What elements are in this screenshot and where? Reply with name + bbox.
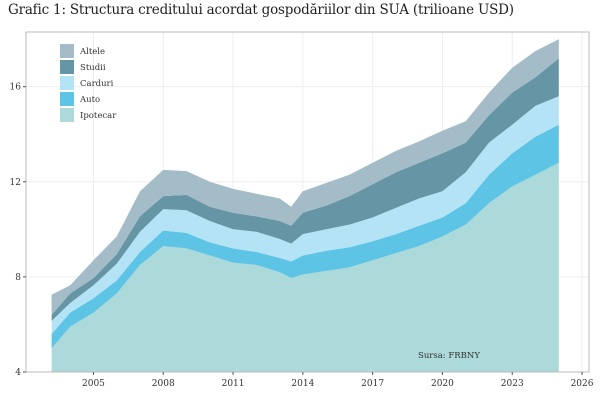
- x-tick-label: 2011: [222, 379, 245, 389]
- legend-swatch-ipotecar: [60, 108, 74, 122]
- x-tick-label: 2005: [82, 379, 105, 389]
- legend-swatch-studii: [60, 60, 74, 74]
- legend-label-altele: Altele: [79, 47, 105, 57]
- area-series: [51, 39, 559, 372]
- chart-title: Grafic 1: Structura creditului acordat g…: [8, 2, 514, 18]
- legend-swatch-carduri: [60, 76, 74, 90]
- y-tick-label: 12: [10, 178, 21, 188]
- legend-label-carduri: Carduri: [80, 79, 114, 89]
- legend-swatch-altele: [60, 44, 74, 58]
- legend-label-auto: Auto: [79, 95, 100, 105]
- legend-swatch-auto: [60, 92, 74, 106]
- x-tick-label: 2017: [361, 379, 384, 389]
- y-tick-label: 4: [15, 368, 21, 378]
- plot-panel-border: [25, 31, 590, 373]
- x-tick-label: 2008: [152, 379, 175, 389]
- legend-label-ipotecar: Ipotecar: [80, 111, 117, 121]
- legend: Altele Studii Carduri Auto Ipotecar: [60, 44, 117, 122]
- x-tick-label: 2014: [291, 379, 314, 389]
- area-ipotecar: [51, 162, 559, 372]
- x-tick-label: 2026: [571, 379, 594, 389]
- x-tick-label: 2020: [431, 379, 454, 389]
- legend-label-studii: Studii: [80, 63, 106, 73]
- x-tick-label: 2023: [501, 379, 524, 389]
- y-tick-label: 8: [15, 273, 21, 283]
- source-annotation: Sursa: FRBNY: [418, 351, 480, 361]
- y-tick-label: 16: [10, 83, 22, 93]
- axis-ticks: 4 8 12 16 2005 2008 2011 2014 2017 2020 2023 2026: [10, 83, 594, 389]
